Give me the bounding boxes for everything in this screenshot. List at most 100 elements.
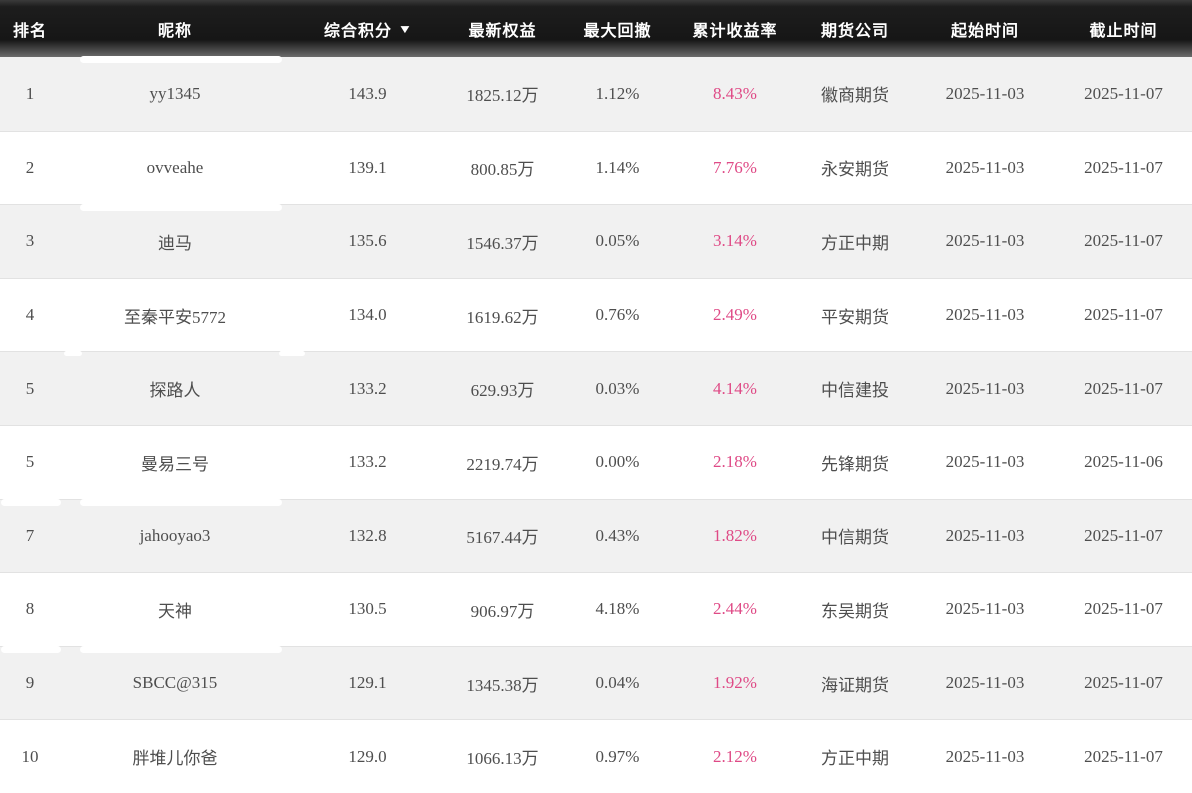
cell-company: 海证期货 — [821, 675, 889, 695]
cell-equity: 1619.62万 — [466, 307, 539, 327]
cell-return_rate: 4.14% — [713, 378, 757, 398]
cell-company: 中信建投 — [821, 381, 889, 401]
cell-return_rate: 2.18% — [713, 452, 757, 472]
cell-equity: 1345.38万 — [466, 675, 539, 695]
cell-nickname[interactable]: 天神 — [158, 601, 192, 621]
table-row: 5 曼易三号 133.2 2219.74万 0.00% 2.18% 先锋期货 2025-11-… — [0, 424, 1192, 499]
cell-score: 135.6 — [348, 231, 387, 251]
cell-end_date: 2025-11-07 — [1084, 746, 1163, 766]
cell-start_date: 2025-11-03 — [945, 525, 1025, 545]
cell-score: 139.1 — [348, 157, 387, 177]
header-start_date: 起始时间 — [915, 17, 1055, 41]
cell-return_rate: 1.92% — [713, 673, 757, 693]
cell-rank: 3 — [25, 231, 35, 251]
header-drawdown: 最大回撤 — [560, 17, 675, 41]
cell-score: 129.0 — [348, 746, 387, 766]
cell-score: 129.1 — [348, 673, 387, 693]
cell-return_rate: 2.49% — [713, 305, 757, 325]
cell-company: 永安期货 — [821, 160, 889, 180]
header-score[interactable]: 综合积分 ▼ — [290, 17, 445, 41]
cell-score: 133.2 — [348, 378, 387, 398]
cell-equity: 1066.13万 — [466, 749, 539, 769]
cell-drawdown: 4.18% — [595, 599, 640, 619]
cell-start_date: 2025-11-03 — [945, 83, 1025, 103]
table-header-row: 排名 昵称 综合积分 ▼ 最新权益 最大回撤 累计收益率 期货公司 起始时间 截止时间 — [0, 0, 1192, 57]
table-row: 8 天神 130.5 906.97万 4.18% 2.44% 东吴期货 2025-11-03 2… — [0, 572, 1192, 646]
header-rank: 排名 — [0, 17, 60, 41]
header-label: 截止时间 — [1089, 22, 1158, 40]
cell-nickname[interactable]: SBCC@315 — [132, 673, 218, 693]
cell-nickname[interactable]: 探路人 — [149, 381, 201, 401]
cell-rank: 5 — [25, 452, 35, 472]
cell-nickname[interactable]: ovveahe — [146, 157, 204, 177]
cell-drawdown: 0.00% — [595, 452, 640, 472]
cell-company: 东吴期货 — [821, 601, 889, 621]
table-row: 1 yy1345 143.9 1825.12万 1.12% 8.43% 徽商期货 2025-1… — [0, 56, 1192, 131]
cell-start_date: 2025-11-03 — [945, 599, 1025, 619]
cell-company: 方正中期 — [821, 233, 889, 253]
cell-equity: 629.93万 — [470, 381, 535, 401]
cell-return_rate: 8.43% — [713, 83, 757, 103]
cell-start_date: 2025-11-03 — [945, 157, 1025, 177]
header-label: 最新权益 — [468, 22, 537, 40]
header-equity: 最新权益 — [445, 17, 560, 41]
cell-nickname[interactable]: yy1345 — [149, 83, 201, 103]
cell-end_date: 2025-11-07 — [1084, 157, 1163, 177]
table-row: 10 胖堆儿你爸 129.0 1066.13万 0.97% 2.12% 方正中期 2025-1… — [0, 719, 1192, 793]
cell-start_date: 2025-11-03 — [945, 378, 1025, 398]
cell-drawdown: 0.04% — [595, 673, 640, 693]
table-row: 5 探路人 133.2 629.93万 0.03% 4.14% 中信建投 2025-11-03… — [0, 351, 1192, 425]
cell-rank: 4 — [25, 305, 35, 325]
cell-company: 平安期货 — [821, 307, 889, 327]
cell-rank: 2 — [25, 157, 35, 177]
cell-company: 先锋期货 — [821, 454, 889, 474]
cell-end_date: 2025-11-07 — [1084, 231, 1163, 251]
cell-nickname[interactable]: 曼易三号 — [141, 454, 209, 474]
cell-rank: 9 — [25, 673, 35, 693]
cell-return_rate: 2.12% — [713, 746, 757, 766]
cell-rank: 8 — [25, 599, 35, 619]
cell-score: 132.8 — [348, 525, 387, 545]
header-end_date: 截止时间 — [1055, 17, 1192, 41]
header-label: 综合积分 — [324, 22, 393, 40]
cell-return_rate: 7.76% — [713, 157, 757, 177]
cell-score: 143.9 — [348, 83, 387, 103]
cell-score: 134.0 — [348, 305, 387, 325]
header-return_rate: 累计收益率 — [675, 17, 795, 41]
cell-end_date: 2025-11-07 — [1084, 83, 1163, 103]
cell-drawdown: 0.03% — [595, 378, 640, 398]
header-company: 期货公司 — [795, 17, 915, 41]
cell-nickname[interactable]: 胖堆儿你爸 — [132, 749, 218, 769]
cell-drawdown: 0.05% — [595, 231, 640, 251]
cell-start_date: 2025-11-03 — [945, 452, 1025, 472]
table-row: 2 ovveahe 139.1 800.85万 1.14% 7.76% 永安期货 2025-1… — [0, 130, 1192, 205]
cell-start_date: 2025-11-03 — [945, 673, 1025, 693]
cell-end_date: 2025-11-06 — [1084, 452, 1163, 472]
cell-nickname[interactable]: jahooyao3 — [139, 525, 211, 545]
cell-start_date: 2025-11-03 — [945, 231, 1025, 251]
cell-company: 徽商期货 — [821, 86, 889, 106]
cell-score: 130.5 — [348, 599, 387, 619]
table-row: 7 jahooyao3 132.8 5167.44万 0.43% 1.82% 中信期货 202… — [0, 498, 1192, 573]
cell-end_date: 2025-11-07 — [1084, 599, 1163, 619]
cell-company: 方正中期 — [821, 749, 889, 769]
cell-end_date: 2025-11-07 — [1084, 673, 1163, 693]
cell-return_rate: 1.82% — [713, 525, 757, 545]
cell-rank: 1 — [25, 83, 35, 103]
cell-start_date: 2025-11-03 — [945, 746, 1025, 766]
cell-end_date: 2025-11-07 — [1084, 525, 1163, 545]
cell-drawdown: 1.12% — [595, 83, 640, 103]
cell-nickname[interactable]: 迪马 — [158, 233, 192, 253]
header-label: 昵称 — [157, 22, 192, 40]
cell-score: 133.2 — [348, 452, 387, 472]
cell-equity: 906.97万 — [470, 601, 535, 621]
cell-equity: 1825.12万 — [466, 86, 539, 106]
cell-nickname[interactable]: 至秦平安5772 — [124, 307, 226, 327]
header-label: 期货公司 — [820, 22, 889, 40]
table-row: 3 迪马 135.6 1546.37万 0.05% 3.14% 方正中期 2025-11-03… — [0, 204, 1192, 278]
cell-rank: 10 — [21, 746, 39, 766]
table-row: 9 SBCC@315 129.1 1345.38万 0.04% 1.92% 海证期货 2025… — [0, 645, 1192, 720]
header-label: 起始时间 — [950, 22, 1019, 40]
cell-company: 中信期货 — [821, 528, 889, 548]
